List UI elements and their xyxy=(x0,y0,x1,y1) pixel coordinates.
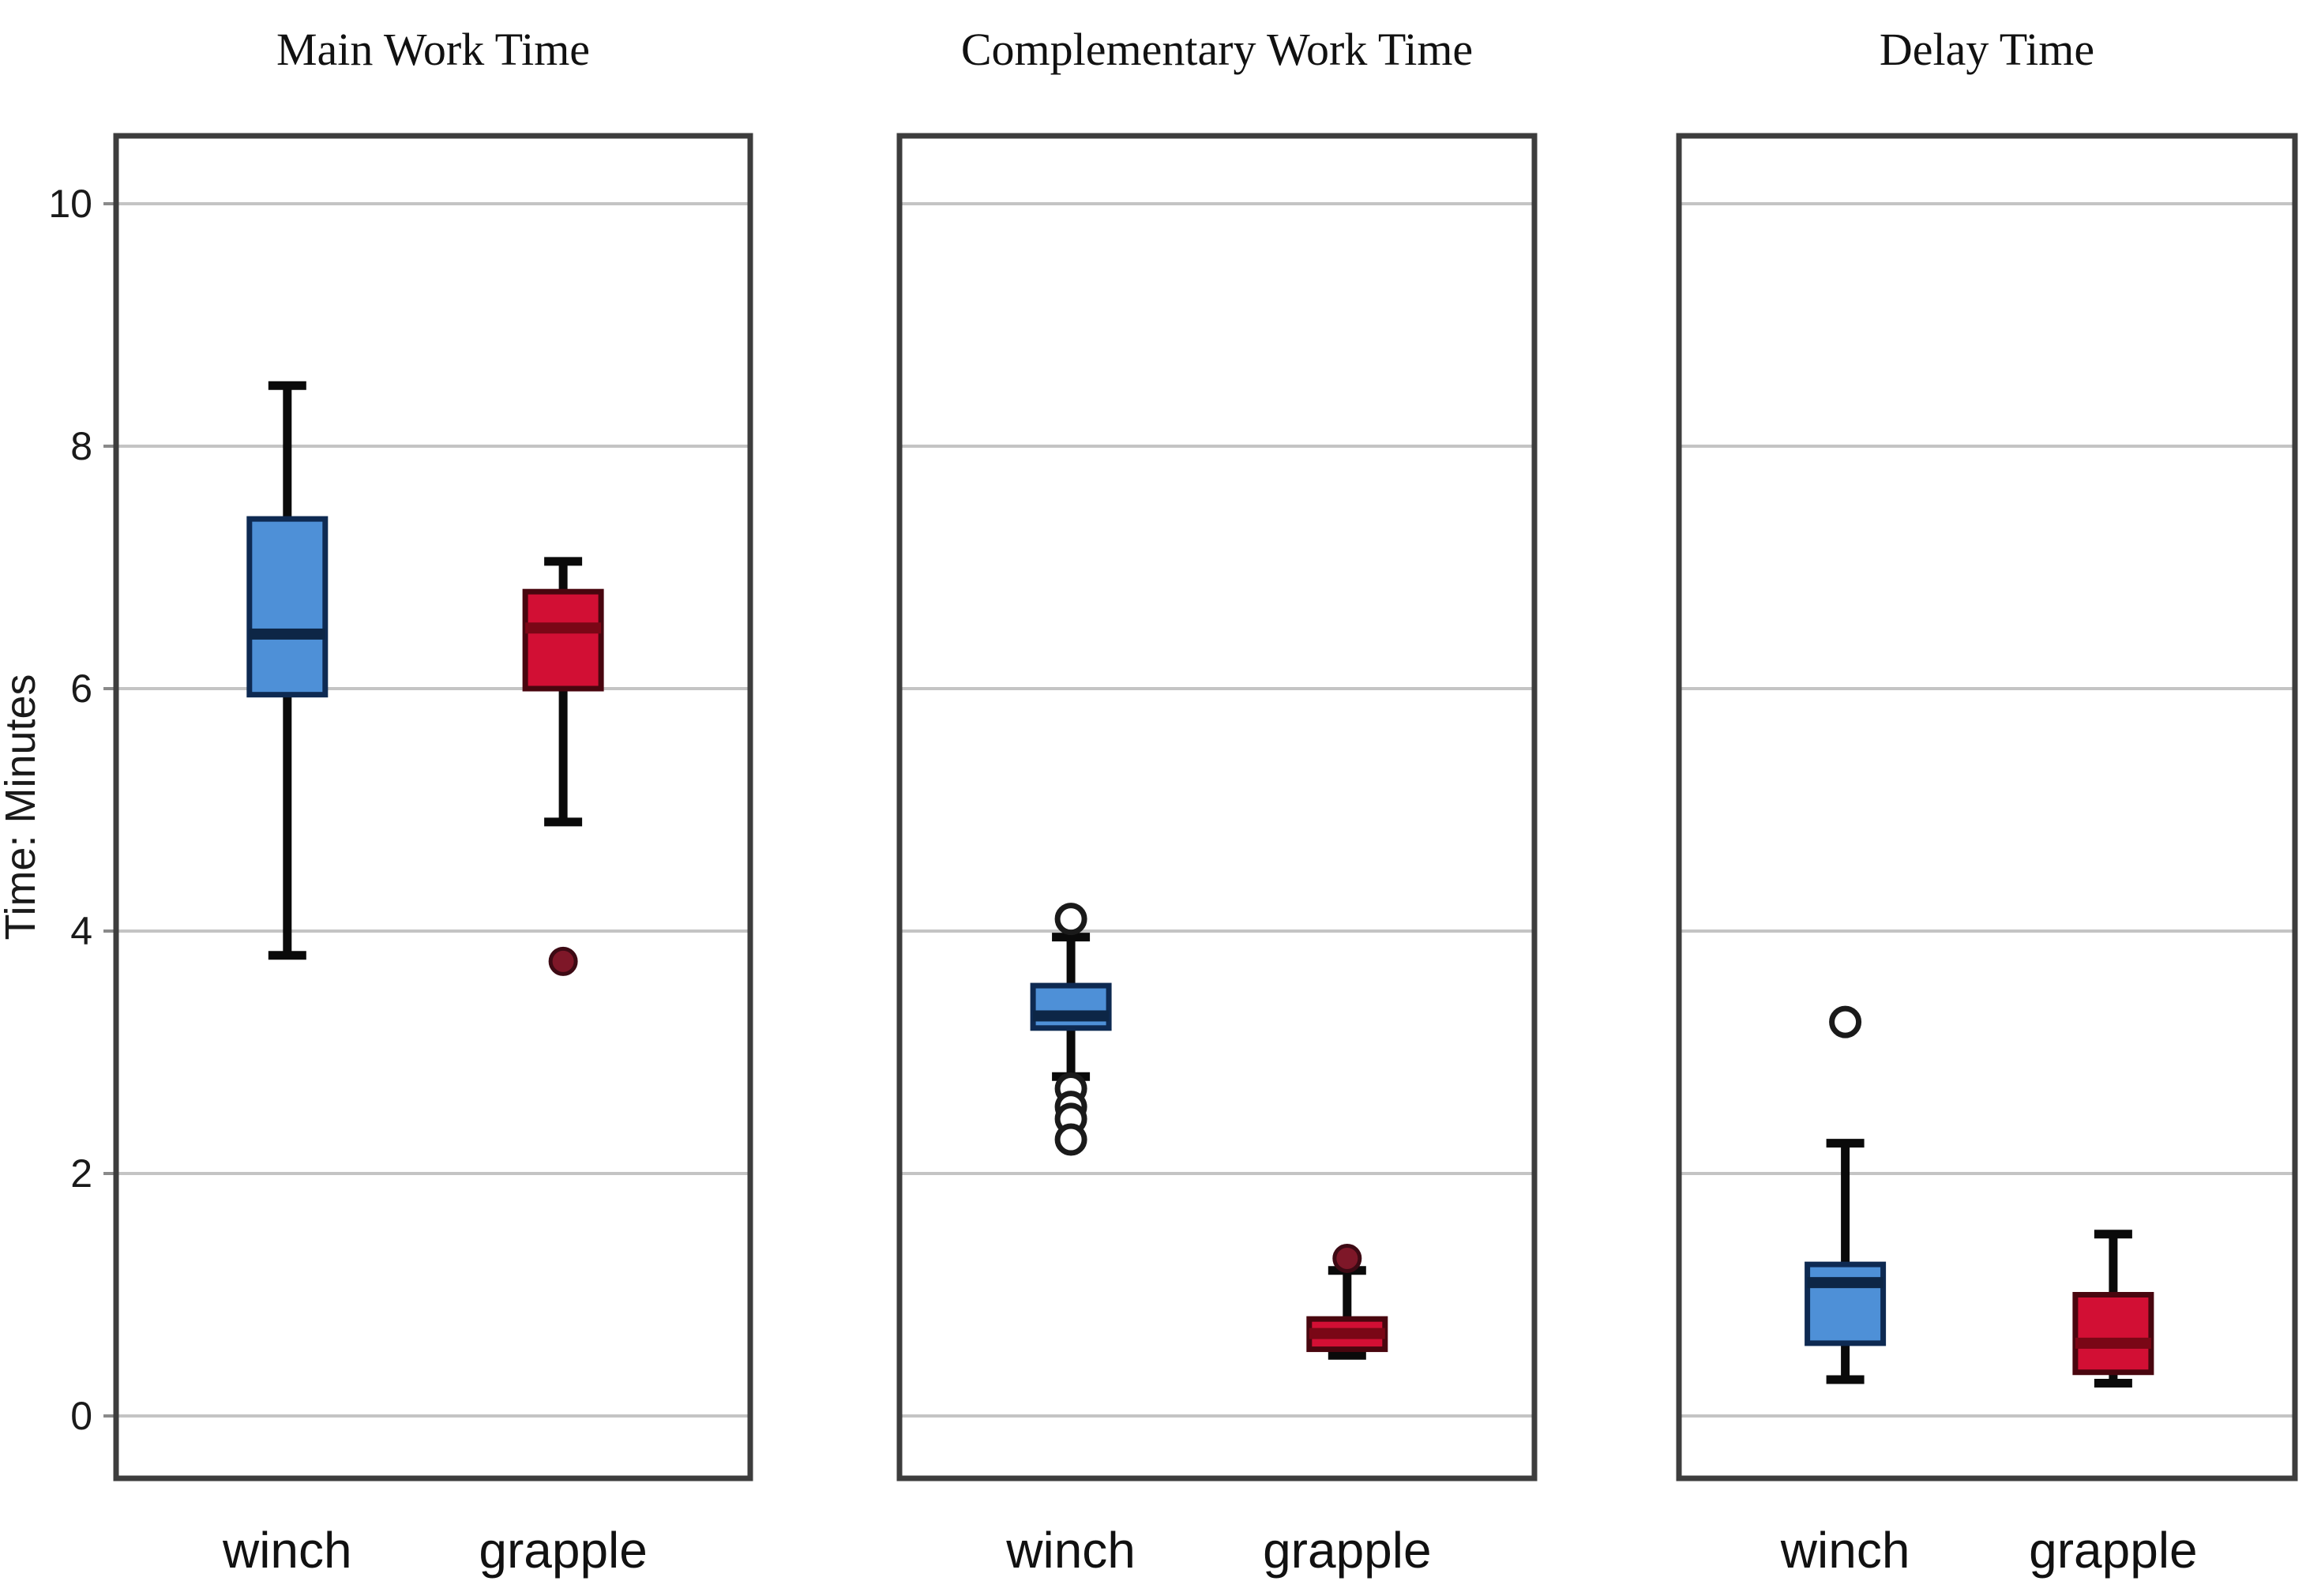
panel-border xyxy=(113,133,753,1481)
y-tick-label: 0 xyxy=(70,1394,92,1438)
category-label-grapple: grapple xyxy=(479,1522,648,1579)
boxplot-winch-outlier-open xyxy=(1054,903,1087,936)
panel-title: Complementary Work Time xyxy=(961,24,1473,75)
boxplot-grapple-median-line xyxy=(2075,1337,2151,1349)
category-label-grapple: grapple xyxy=(1263,1522,1432,1579)
category-label-winch: winch xyxy=(1780,1522,1910,1579)
boxplot-winch-box xyxy=(1805,1261,1887,1346)
boxplot-winch-box xyxy=(246,516,329,698)
y-tick-label: 4 xyxy=(70,909,92,953)
boxplot-winch-median-line xyxy=(249,628,325,640)
y-tick-label: 2 xyxy=(70,1151,92,1196)
panel-border xyxy=(896,133,1538,1481)
boxplot-grapple-outlier-filled xyxy=(1332,1243,1362,1273)
y-axis-title: Time: Minutes xyxy=(0,674,44,940)
boxplot-winch-median-line xyxy=(1807,1277,1883,1289)
boxplot-winch-outlier-open xyxy=(1829,1005,1862,1038)
boxplot-grapple-box xyxy=(2072,1292,2154,1376)
y-tick-label: 6 xyxy=(70,667,92,711)
category-label-winch: winch xyxy=(1005,1522,1136,1579)
y-tick-label: 8 xyxy=(70,424,92,468)
panel-border xyxy=(1676,133,2298,1481)
category-label-winch: winch xyxy=(222,1522,352,1579)
category-label-grapple: grapple xyxy=(2029,1522,2198,1579)
boxplot-grapple-outlier-filled xyxy=(548,946,578,976)
panel-title: Main Work Time xyxy=(276,24,590,75)
boxplot-grapple-median-line xyxy=(1309,1327,1385,1339)
boxplot-grapple-box xyxy=(522,588,604,692)
y-tick-label: 10 xyxy=(48,182,92,226)
boxplot-grapple-median-line xyxy=(525,622,602,634)
boxplot-winch-box xyxy=(1030,982,1112,1031)
boxplot-winch-median-line xyxy=(1033,1010,1110,1022)
panel-title: Delay Time xyxy=(1880,24,2094,75)
boxplot-winch-outlier-open xyxy=(1054,1123,1087,1156)
